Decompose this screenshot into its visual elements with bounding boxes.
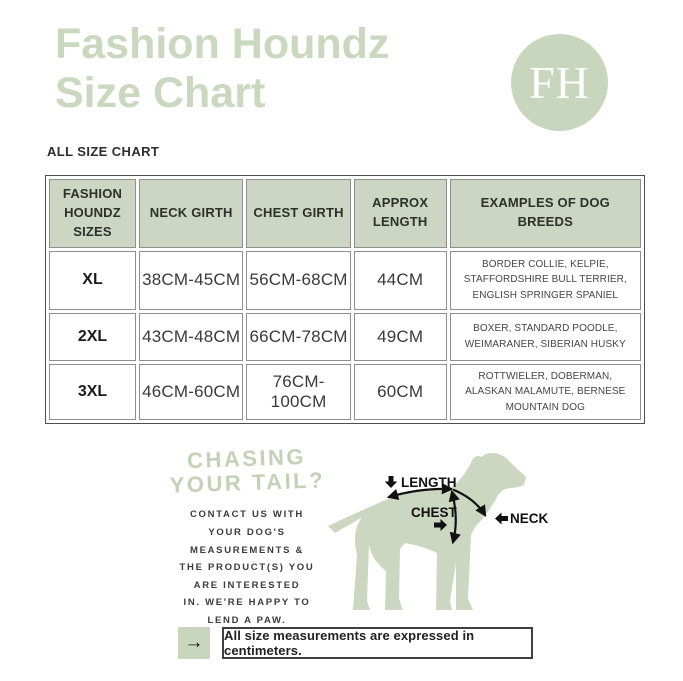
column-header-sizes: FASHION HOUNDZ SIZES [49,179,136,248]
dog-silhouette-graphic [328,453,526,610]
neck-girth-value: 38CM-45CM [139,250,244,310]
arrow-icon: → [178,627,210,659]
column-header-breeds: EXAMPLES OF DOG BREEDS [449,179,641,248]
breed-examples: BORDER COLLIE, KELPIE, STAFFORDSHIRE BUL… [449,250,641,310]
chest-girth-value: 56CM-68CM [246,250,351,310]
contact-body-text: CONTACT US WITH YOUR DOG'S MEASUREMENTS … [179,509,315,626]
length-measure-arrow [386,482,454,500]
section-label: ALL SIZE CHART [47,144,160,159]
brand-logo: FH [511,34,608,131]
approx-length-value: 49CM [353,312,447,361]
column-header-neck-girth: NECK GIRTH [139,179,244,248]
chest-measure-arrow [448,489,461,545]
approx-length-value: 60CM [353,363,447,421]
breed-examples: BOXER, STANDARD POODLE, WEIMARANER, SIBE… [449,312,641,361]
size-chart-table: FASHION HOUNDZ SIZES NECK GIRTH CHEST GI… [45,175,645,425]
neck-label: NECK [510,511,549,526]
table-row: XL 38CM-45CM 56CM-68CM 44CM BORDER COLLI… [49,250,641,310]
breed-examples: ROTTWIELER, DOBERMAN, ALASKAN MALAMUTE, … [449,363,641,421]
brand-logo-monogram: FH [529,57,590,108]
contact-heading: CHASING YOUR TAIL? [169,443,326,498]
size-label: 2XL [49,312,136,361]
dog-measurement-diagram: LENGTH CHEST NECK [328,453,549,610]
approx-length-value: 44CM [353,250,447,310]
chest-girth-value: 66CM-78CM [246,312,351,361]
down-arrow-icon [384,476,398,488]
neck-girth-value: 46CM-60CM [139,363,244,421]
contact-block: CHASING YOUR TAIL? CONTACT US WITH YOUR … [155,443,339,629]
table-row: 2XL 43CM-48CM 66CM-78CM 49CM BOXER, STAN… [49,312,641,361]
size-label: 3XL [49,363,136,421]
neck-girth-value: 43CM-48CM [139,312,244,361]
left-arrow-icon [495,512,508,525]
table-row: 3XL 46CM-60CM 76CM-100CM 60CM ROTTWIELER… [49,363,641,421]
neck-measure-arrow [452,488,487,517]
footer-note: All size measurements are expressed in c… [222,627,533,659]
page-title: Fashion Houndz Size Chart [55,20,390,117]
size-label: XL [49,250,136,310]
length-label: LENGTH [401,475,457,490]
chest-girth-value: 76CM-100CM [246,363,351,421]
column-header-approx-length: APPROX LENGTH [353,179,447,248]
right-arrow-icon [434,519,447,531]
chest-label: CHEST [411,505,458,520]
table-header-row: FASHION HOUNDZ SIZES NECK GIRTH CHEST GI… [49,179,641,248]
column-header-chest-girth: CHEST GIRTH [246,179,351,248]
